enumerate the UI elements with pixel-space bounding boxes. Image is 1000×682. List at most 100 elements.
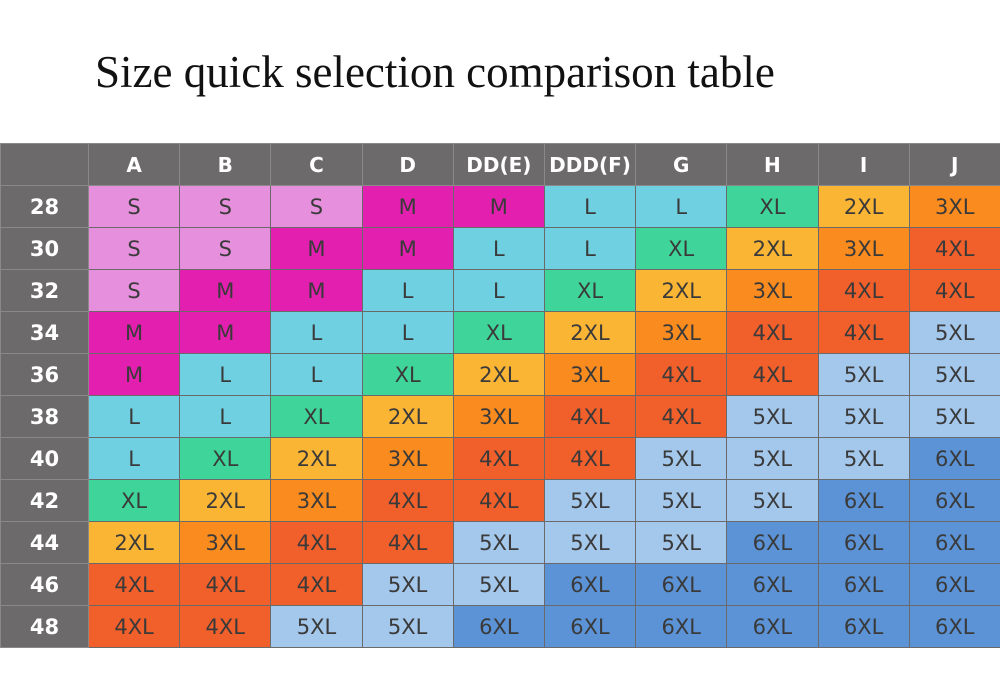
cup-header: DD(E) (452, 143, 545, 186)
page-title: Size quick selection comparison table (95, 47, 775, 97)
size-cell: 6XL (635, 605, 728, 648)
size-cell: 4XL (361, 479, 454, 522)
size-cell: XL (726, 185, 819, 228)
cup-header: G (635, 143, 728, 186)
size-cell: S (87, 269, 181, 312)
size-cell: 4XL (726, 311, 819, 354)
cup-header: J (908, 143, 1000, 186)
size-cell: 3XL (361, 437, 454, 480)
size-cell: 2XL (635, 269, 728, 312)
band-size-label: 46 (0, 563, 89, 606)
size-cell: 5XL (635, 437, 728, 480)
band-size-label: 40 (0, 437, 89, 480)
size-cell: 4XL (87, 563, 181, 606)
size-cell: S (87, 185, 181, 228)
size-cell: 2XL (270, 437, 363, 480)
table-row: 28 S S S M M L L XL 2XL 3XL (0, 185, 1000, 228)
band-size-label: 28 (0, 185, 89, 228)
size-cell: 4XL (543, 395, 637, 438)
size-cell: 6XL (543, 605, 637, 648)
cup-header: DDD(F) (543, 143, 637, 186)
size-cell: 6XL (543, 563, 637, 606)
size-cell: 2XL (817, 185, 910, 228)
size-cell: XL (635, 227, 728, 270)
size-cell: 4XL (270, 521, 363, 564)
size-cell: 3XL (179, 521, 272, 564)
size-comparison-table: A B C D DD(E) DDD(F) G H I J 28 S S S M M L L XL… (0, 143, 1000, 648)
corner-cell (0, 143, 89, 186)
size-cell: 4XL (179, 563, 272, 606)
cup-header: D (361, 143, 454, 186)
table-row: 44 2XL 3XL 4XL 4XL 5XL 5XL 5XL 6XL 6XL 6XL (0, 521, 1000, 564)
band-size-label: 48 (0, 605, 89, 648)
size-cell: 4XL (452, 479, 545, 522)
size-cell: 4XL (452, 437, 545, 480)
table-row: 30 S S M M L L XL 2XL 3XL 4XL (0, 227, 1000, 270)
size-cell: 5XL (817, 395, 910, 438)
size-cell: 5XL (726, 479, 819, 522)
table-row: 42 XL 2XL 3XL 4XL 4XL 5XL 5XL 5XL 6XL 6XL (0, 479, 1000, 522)
size-cell: 4XL (87, 605, 181, 648)
size-cell: 5XL (817, 437, 910, 480)
size-cell: XL (543, 269, 637, 312)
size-cell: 5XL (543, 521, 637, 564)
size-cell: L (452, 269, 545, 312)
table-row: 34 M M L L XL 2XL 3XL 4XL 4XL 5XL (0, 311, 1000, 354)
size-cell: 5XL (543, 479, 637, 522)
size-cell: M (452, 185, 545, 228)
size-cell: 4XL (543, 437, 637, 480)
size-cell: 4XL (270, 563, 363, 606)
size-cell: S (87, 227, 181, 270)
size-cell: L (179, 395, 272, 438)
cup-header: H (726, 143, 819, 186)
size-cell: 6XL (908, 563, 1000, 606)
size-cell: 6XL (726, 605, 819, 648)
size-cell: 2XL (452, 353, 545, 396)
size-cell: L (179, 353, 272, 396)
size-cell: M (270, 269, 363, 312)
size-cell: L (452, 227, 545, 270)
size-cell: 6XL (452, 605, 545, 648)
table-row: 48 4XL 4XL 5XL 5XL 6XL 6XL 6XL 6XL 6XL 6XL (0, 605, 1000, 648)
size-cell: 5XL (908, 311, 1000, 354)
size-cell: L (270, 353, 363, 396)
size-cell: 5XL (726, 437, 819, 480)
size-cell: 3XL (908, 185, 1000, 228)
size-cell: XL (87, 479, 181, 522)
size-cell: L (635, 185, 728, 228)
size-cell: XL (179, 437, 272, 480)
table-row: 38 L L XL 2XL 3XL 4XL 4XL 5XL 5XL 5XL (0, 395, 1000, 438)
size-cell: 2XL (361, 395, 454, 438)
band-size-label: 42 (0, 479, 89, 522)
size-cell: 5XL (726, 395, 819, 438)
size-cell: 3XL (452, 395, 545, 438)
table-row: 36 M L L XL 2XL 3XL 4XL 4XL 5XL 5XL (0, 353, 1000, 396)
size-cell: 6XL (908, 479, 1000, 522)
size-cell: M (361, 185, 454, 228)
band-size-label: 30 (0, 227, 89, 270)
size-cell: 4XL (361, 521, 454, 564)
table-row: 46 4XL 4XL 4XL 5XL 5XL 6XL 6XL 6XL 6XL 6XL (0, 563, 1000, 606)
cup-header: I (817, 143, 910, 186)
size-cell: 5XL (452, 521, 545, 564)
size-cell: XL (452, 311, 545, 354)
size-cell: 4XL (817, 269, 910, 312)
band-size-label: 44 (0, 521, 89, 564)
size-cell: 4XL (908, 269, 1000, 312)
size-cell: L (87, 395, 181, 438)
size-cell: 3XL (543, 353, 637, 396)
band-size-label: 34 (0, 311, 89, 354)
size-cell: 5XL (817, 353, 910, 396)
size-cell: 3XL (270, 479, 363, 522)
size-cell: L (361, 269, 454, 312)
size-cell: 4XL (635, 353, 728, 396)
size-cell: XL (361, 353, 454, 396)
size-cell: 5XL (452, 563, 545, 606)
size-cell: 4XL (908, 227, 1000, 270)
header-row: A B C D DD(E) DDD(F) G H I J (0, 143, 1000, 186)
size-cell: 5XL (361, 563, 454, 606)
cup-header: B (179, 143, 272, 186)
size-cell: 6XL (726, 563, 819, 606)
size-cell: 6XL (817, 521, 910, 564)
table-row: 32 S M M L L XL 2XL 3XL 4XL 4XL (0, 269, 1000, 312)
